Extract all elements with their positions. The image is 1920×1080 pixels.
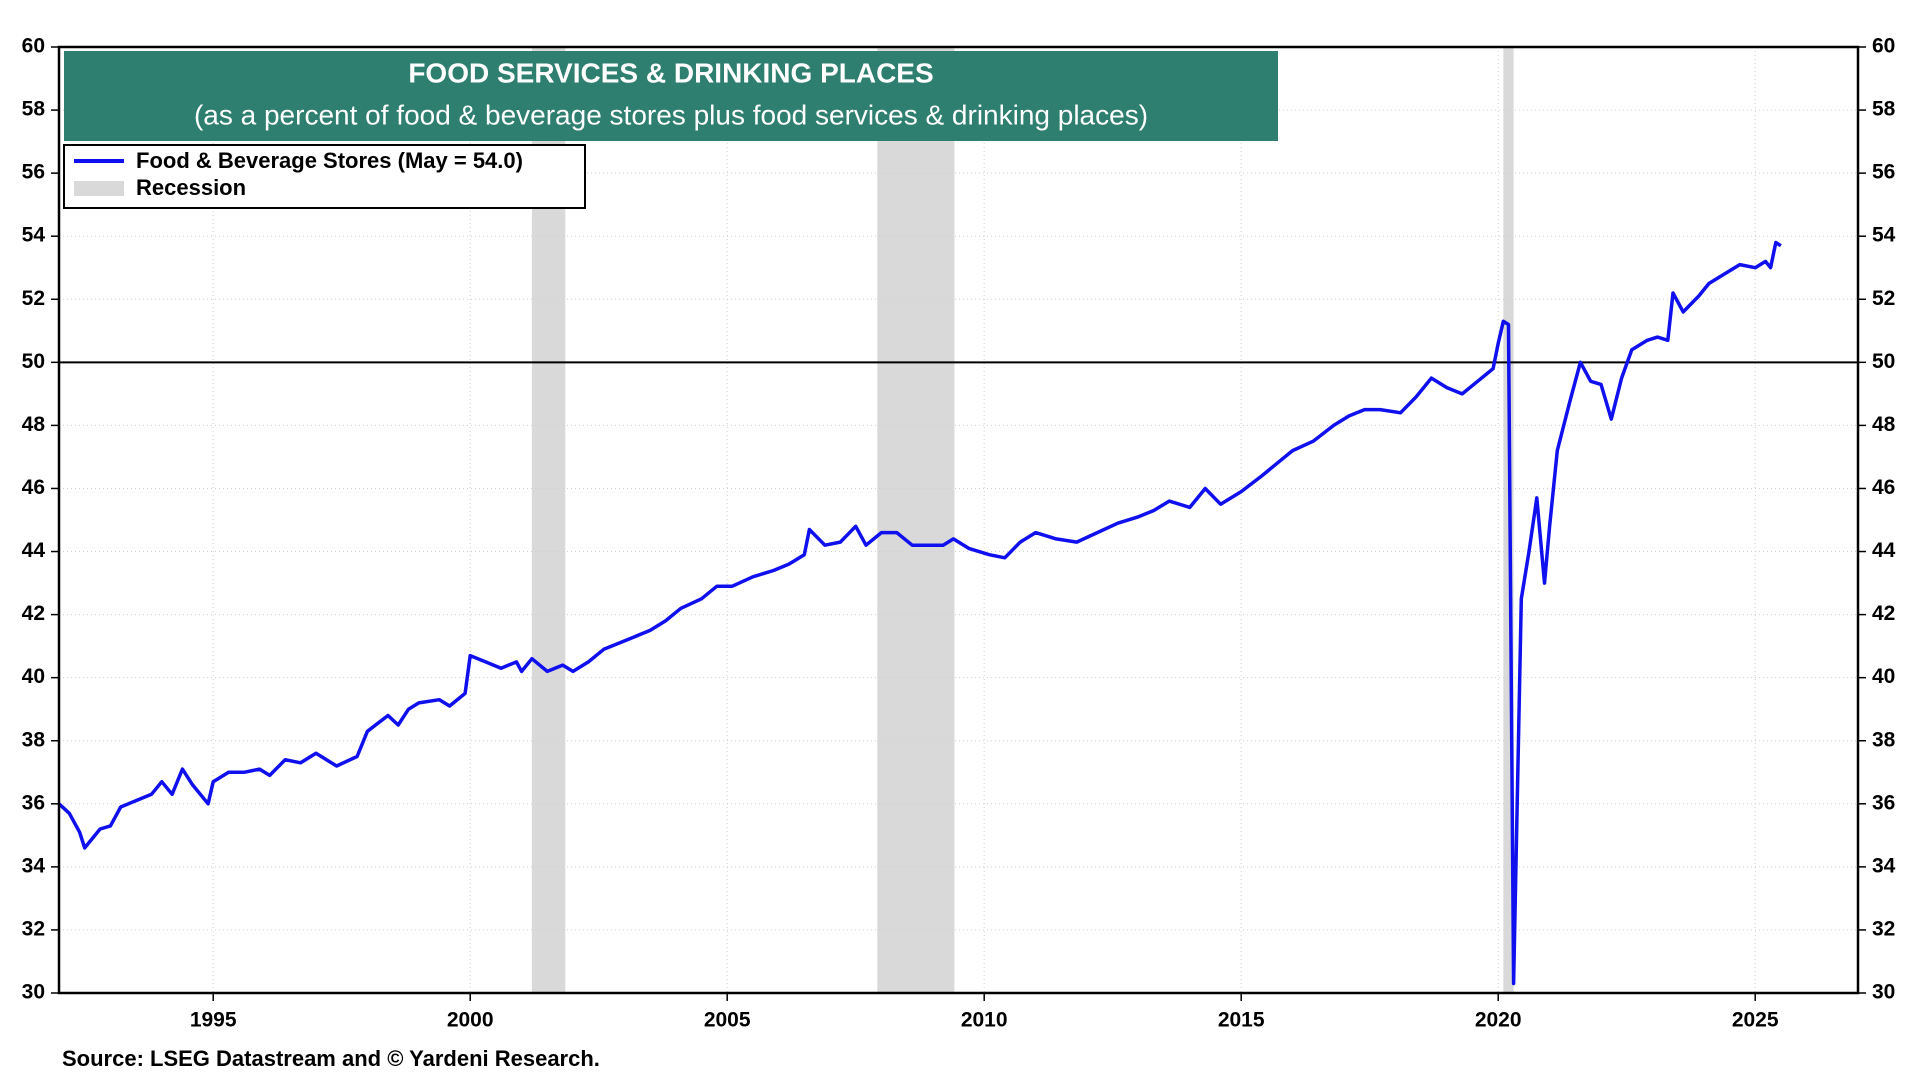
legend-box: [63, 144, 586, 209]
y2-tick-label: 58: [1872, 98, 1896, 121]
y2-tick-label: 34: [1872, 854, 1896, 877]
legend-swatch: [74, 181, 124, 196]
y-tick-label: 60: [22, 35, 45, 58]
x-tick-label: 2025: [1732, 1009, 1779, 1032]
x-tick-label: 2000: [447, 1009, 494, 1032]
chart-subtitle: (as a percent of food & beverage stores …: [194, 99, 1148, 130]
y-tick-label: 48: [22, 413, 46, 436]
x-tick-label: 1995: [190, 1009, 237, 1032]
y2-tick-label: 46: [1872, 476, 1895, 499]
y2-tick-label: 56: [1872, 161, 1895, 184]
legend-label: Food & Beverage Stores (May = 54.0): [136, 148, 523, 173]
x-tick-label: 2005: [704, 1009, 751, 1032]
recession-band: [877, 47, 955, 993]
y2-tick-label: 52: [1872, 287, 1895, 310]
y2-tick-label: 38: [1872, 728, 1896, 751]
x-tick-label: 2020: [1475, 1009, 1522, 1032]
y-tick-label: 58: [22, 98, 46, 121]
y-tick-label: 32: [22, 917, 45, 940]
y-tick-label: 46: [22, 476, 45, 499]
x-tick-label: 2010: [961, 1009, 1008, 1032]
y2-tick-label: 54: [1872, 224, 1896, 247]
y2-tick-label: 50: [1872, 350, 1895, 373]
source-note: Source: LSEG Datastream and © Yardeni Re…: [62, 1046, 600, 1071]
y2-tick-label: 60: [1872, 35, 1895, 58]
chart-title: FOOD SERVICES & DRINKING PLACES: [408, 57, 933, 88]
y2-tick-label: 30: [1872, 981, 1895, 1004]
y2-tick-label: 42: [1872, 602, 1895, 625]
y-tick-label: 50: [22, 350, 45, 373]
plot-frame: [57, 45, 1860, 995]
y2-tick-label: 36: [1872, 791, 1895, 814]
y-tick-label: 30: [22, 981, 45, 1004]
y-tick-label: 56: [22, 161, 45, 184]
y-tick-label: 36: [22, 791, 45, 814]
y-tick-label: 40: [22, 665, 45, 688]
x-tick-label: 2015: [1218, 1009, 1265, 1032]
y-tick-label: 38: [22, 728, 46, 751]
y-tick-label: 44: [22, 539, 46, 562]
y-tick-label: 34: [22, 854, 46, 877]
y-tick-label: 52: [22, 287, 45, 310]
title-box: [64, 51, 1278, 141]
y-tick-label: 54: [22, 224, 46, 247]
y2-tick-label: 40: [1872, 665, 1895, 688]
y2-tick-label: 44: [1872, 539, 1896, 562]
y2-tick-label: 32: [1872, 917, 1895, 940]
data-line: [57, 240, 1782, 986]
y-tick-label: 42: [22, 602, 45, 625]
legend-label: Recession: [136, 175, 246, 200]
y2-tick-label: 48: [1872, 413, 1896, 436]
